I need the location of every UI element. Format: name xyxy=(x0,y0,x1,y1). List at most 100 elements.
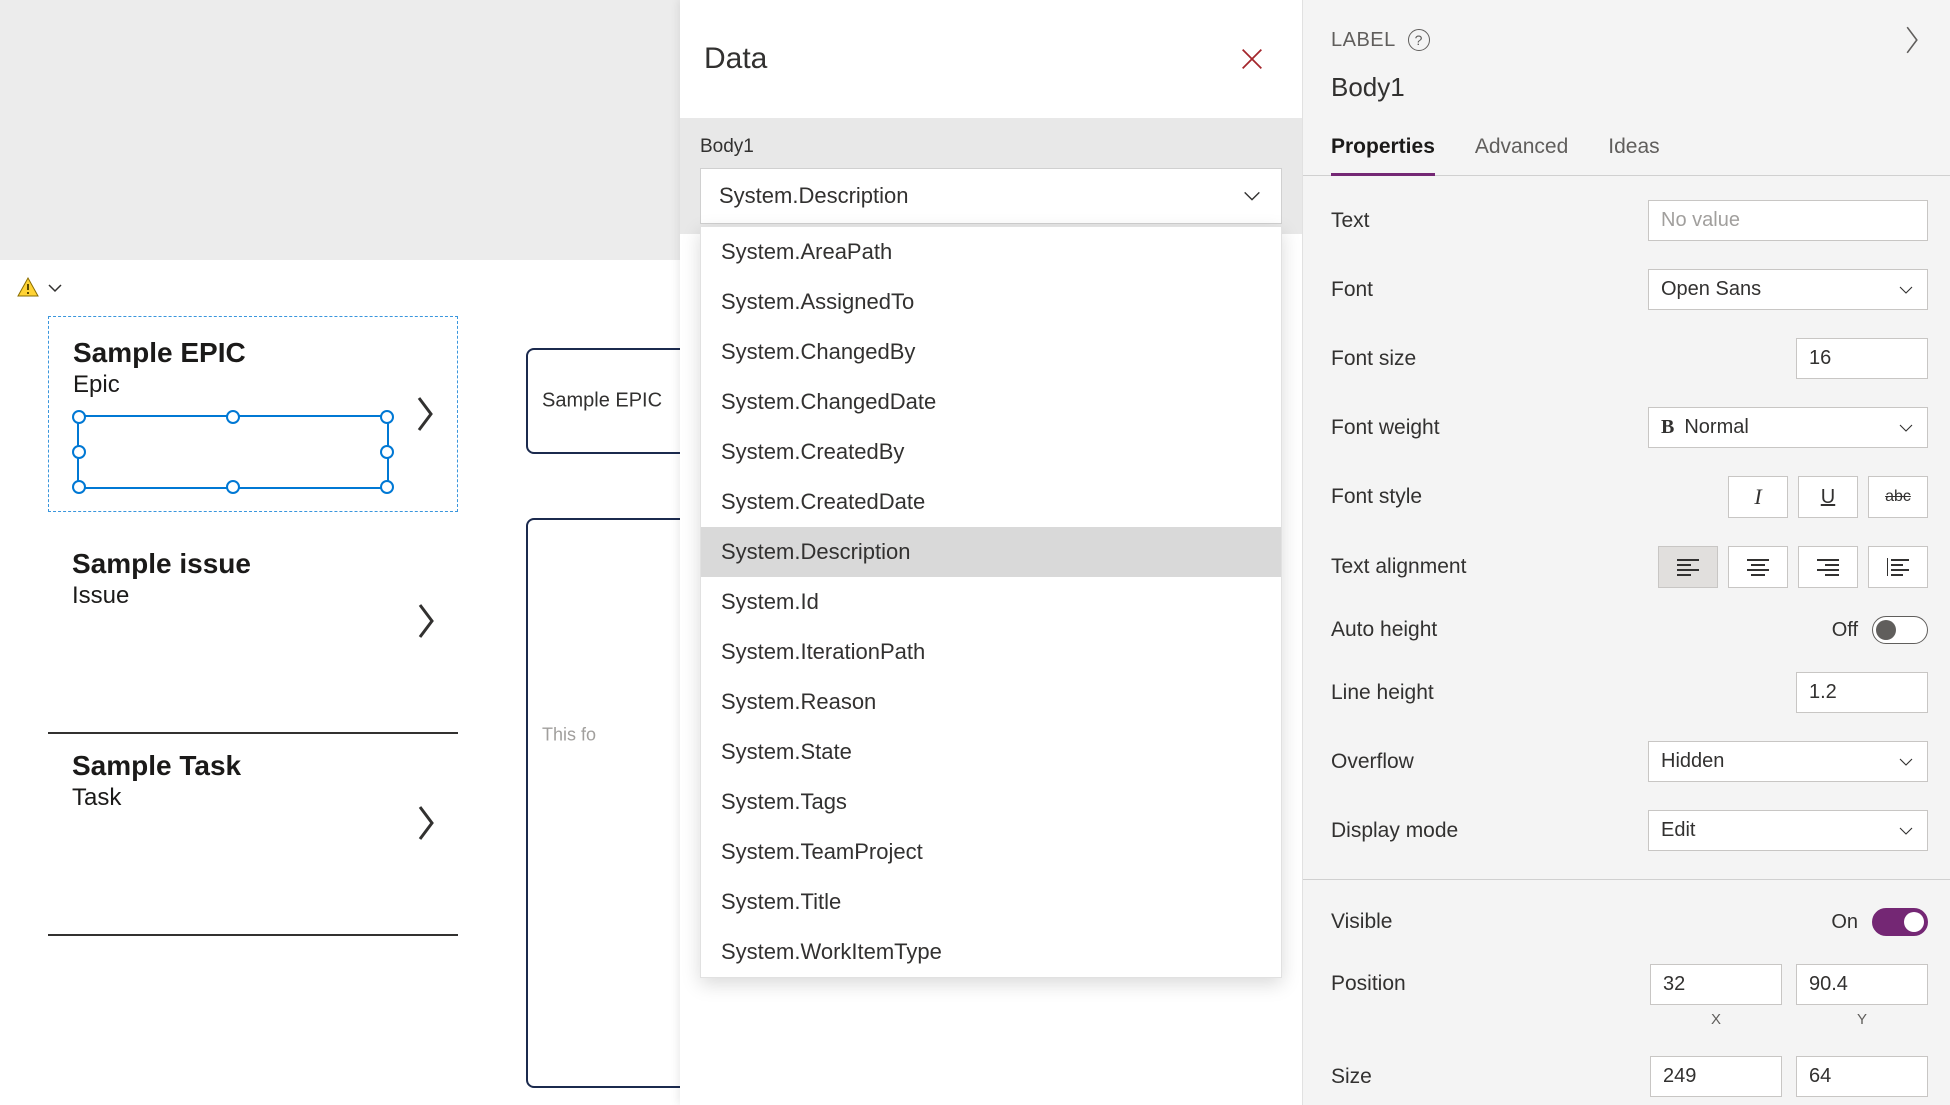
properties-divider xyxy=(1303,879,1950,880)
overflow-select[interactable]: Hidden xyxy=(1648,741,1928,782)
align-center-button[interactable] xyxy=(1728,546,1788,588)
font-select[interactable]: Open Sans xyxy=(1648,269,1928,310)
prop-size: Size 249 64 xyxy=(1331,1042,1928,1105)
prop-auto-height: Auto height Off xyxy=(1331,602,1928,658)
prop-font: Font Open Sans xyxy=(1331,255,1928,324)
prop-display-mode: Display mode Edit xyxy=(1331,796,1928,865)
align-justify-button[interactable] xyxy=(1868,546,1928,588)
data-field-select[interactable]: System.Description xyxy=(700,168,1282,224)
align-right-icon xyxy=(1817,558,1839,576)
data-panel-header: Data xyxy=(680,0,1302,118)
prop-font-weight: Font weight BNormal xyxy=(1331,393,1928,462)
dropdown-option[interactable]: System.State xyxy=(701,727,1281,777)
auto-height-state: Off xyxy=(1832,619,1858,642)
item-title: Sample Task xyxy=(72,750,434,782)
prop-overflow: Overflow Hidden xyxy=(1331,727,1928,796)
dropdown-option[interactable]: System.WorkItemType xyxy=(701,927,1281,977)
position-x-caption: X xyxy=(1711,1011,1721,1028)
gallery-header-controls xyxy=(16,276,64,300)
selected-control-body1[interactable] xyxy=(77,415,389,489)
strikethrough-button[interactable]: abc xyxy=(1868,476,1928,518)
app-root: Sample EPIC Epic Sample issue Issue Samp… xyxy=(0,0,1950,1105)
prop-text-alignment: Text alignment xyxy=(1331,532,1928,602)
display-mode-select[interactable]: Edit xyxy=(1648,810,1928,851)
item-subtitle: Epic xyxy=(73,371,433,399)
chevron-down-icon xyxy=(1241,185,1263,207)
tab-advanced[interactable]: Advanced xyxy=(1475,135,1568,175)
prop-position: Position 32 X 90.4 Y xyxy=(1331,950,1928,1042)
dropdown-option[interactable]: System.ChangedBy xyxy=(701,327,1281,377)
help-icon[interactable]: ? xyxy=(1408,29,1430,51)
chevron-down-icon xyxy=(1897,753,1915,771)
prop-font-size: Font size 16 xyxy=(1331,324,1928,393)
chevron-right-icon[interactable] xyxy=(1902,24,1922,56)
visible-state: On xyxy=(1831,911,1858,934)
align-left-icon xyxy=(1677,558,1699,576)
chevron-right-icon[interactable] xyxy=(414,803,438,843)
item-title: Sample issue xyxy=(72,548,434,580)
tab-ideas[interactable]: Ideas xyxy=(1608,135,1659,175)
properties-panel: LABEL ? Body1 Properties Advanced Ideas … xyxy=(1302,0,1950,1105)
tab-properties[interactable]: Properties xyxy=(1331,135,1435,176)
dropdown-option[interactable]: System.ChangedDate xyxy=(701,377,1281,427)
dropdown-option[interactable]: System.Description xyxy=(701,527,1281,577)
preview-card-epic[interactable]: Sample EPIC xyxy=(526,348,696,454)
position-x-input[interactable]: 32 xyxy=(1650,964,1782,1005)
align-center-icon xyxy=(1747,558,1769,576)
text-input[interactable]: No value xyxy=(1648,200,1928,241)
data-field-dropdown[interactable]: System.AreaPathSystem.AssignedToSystem.C… xyxy=(700,226,1282,978)
preview-placeholder: This fo xyxy=(542,725,596,746)
preview-card-body[interactable]: This fo xyxy=(526,518,696,1088)
gallery-item-epic[interactable]: Sample EPIC Epic xyxy=(48,316,458,512)
size-height-input[interactable]: 64 xyxy=(1796,1056,1928,1097)
close-icon[interactable] xyxy=(1238,45,1266,73)
underline-button[interactable]: U xyxy=(1798,476,1858,518)
chevron-down-icon xyxy=(1897,822,1915,840)
item-separator xyxy=(48,934,458,936)
size-width-input[interactable]: 249 xyxy=(1650,1056,1782,1097)
prop-visible: Visible On xyxy=(1331,894,1928,950)
data-control-label: Body1 xyxy=(700,136,1282,158)
prop-font-style: Font style I U abc xyxy=(1331,462,1928,532)
dropdown-option[interactable]: System.AreaPath xyxy=(701,227,1281,277)
chevron-right-icon[interactable] xyxy=(413,394,437,434)
item-subtitle: Issue xyxy=(72,582,434,610)
auto-height-toggle[interactable] xyxy=(1872,616,1928,644)
data-panel-title: Data xyxy=(704,42,767,76)
gallery-item-task[interactable]: Sample Task Task xyxy=(48,738,458,908)
data-panel: Data Body1 System.Description System.Are… xyxy=(680,0,1302,1105)
align-justify-icon xyxy=(1887,558,1909,576)
position-y-caption: Y xyxy=(1857,1011,1867,1028)
italic-button[interactable]: I xyxy=(1728,476,1788,518)
align-right-button[interactable] xyxy=(1798,546,1858,588)
dropdown-option[interactable]: System.Title xyxy=(701,877,1281,927)
chevron-down-icon xyxy=(1897,419,1915,437)
canvas-background-top xyxy=(0,0,680,260)
gallery-item-issue[interactable]: Sample issue Issue xyxy=(48,536,458,706)
item-title: Sample EPIC xyxy=(73,337,433,369)
dropdown-option[interactable]: System.TeamProject xyxy=(701,827,1281,877)
visible-toggle[interactable] xyxy=(1872,908,1928,936)
properties-header: LABEL ? Body1 xyxy=(1303,0,1950,113)
chevron-down-icon xyxy=(1897,281,1915,299)
dropdown-option[interactable]: System.AssignedTo xyxy=(701,277,1281,327)
line-height-input[interactable]: 1.2 xyxy=(1796,672,1928,713)
chevron-down-icon[interactable] xyxy=(46,279,64,297)
dropdown-option[interactable]: System.Reason xyxy=(701,677,1281,727)
dropdown-option[interactable]: System.CreatedDate xyxy=(701,477,1281,527)
font-weight-select[interactable]: BNormal xyxy=(1648,407,1928,448)
dropdown-option[interactable]: System.IterationPath xyxy=(701,627,1281,677)
chevron-right-icon[interactable] xyxy=(414,601,438,641)
dropdown-option[interactable]: System.CreatedBy xyxy=(701,427,1281,477)
control-name-label[interactable]: Body1 xyxy=(1331,72,1922,103)
dropdown-option[interactable]: System.Id xyxy=(701,577,1281,627)
font-size-input[interactable]: 16 xyxy=(1796,338,1928,379)
prop-line-height: Line height 1.2 xyxy=(1331,658,1928,727)
control-type-label: LABEL xyxy=(1331,29,1396,52)
position-y-input[interactable]: 90.4 xyxy=(1796,964,1928,1005)
data-field-group: Body1 System.Description xyxy=(680,118,1302,234)
align-left-button[interactable] xyxy=(1658,546,1718,588)
data-field-selected-value: System.Description xyxy=(719,183,909,209)
dropdown-option[interactable]: System.Tags xyxy=(701,777,1281,827)
prop-text: Text No value xyxy=(1331,186,1928,255)
